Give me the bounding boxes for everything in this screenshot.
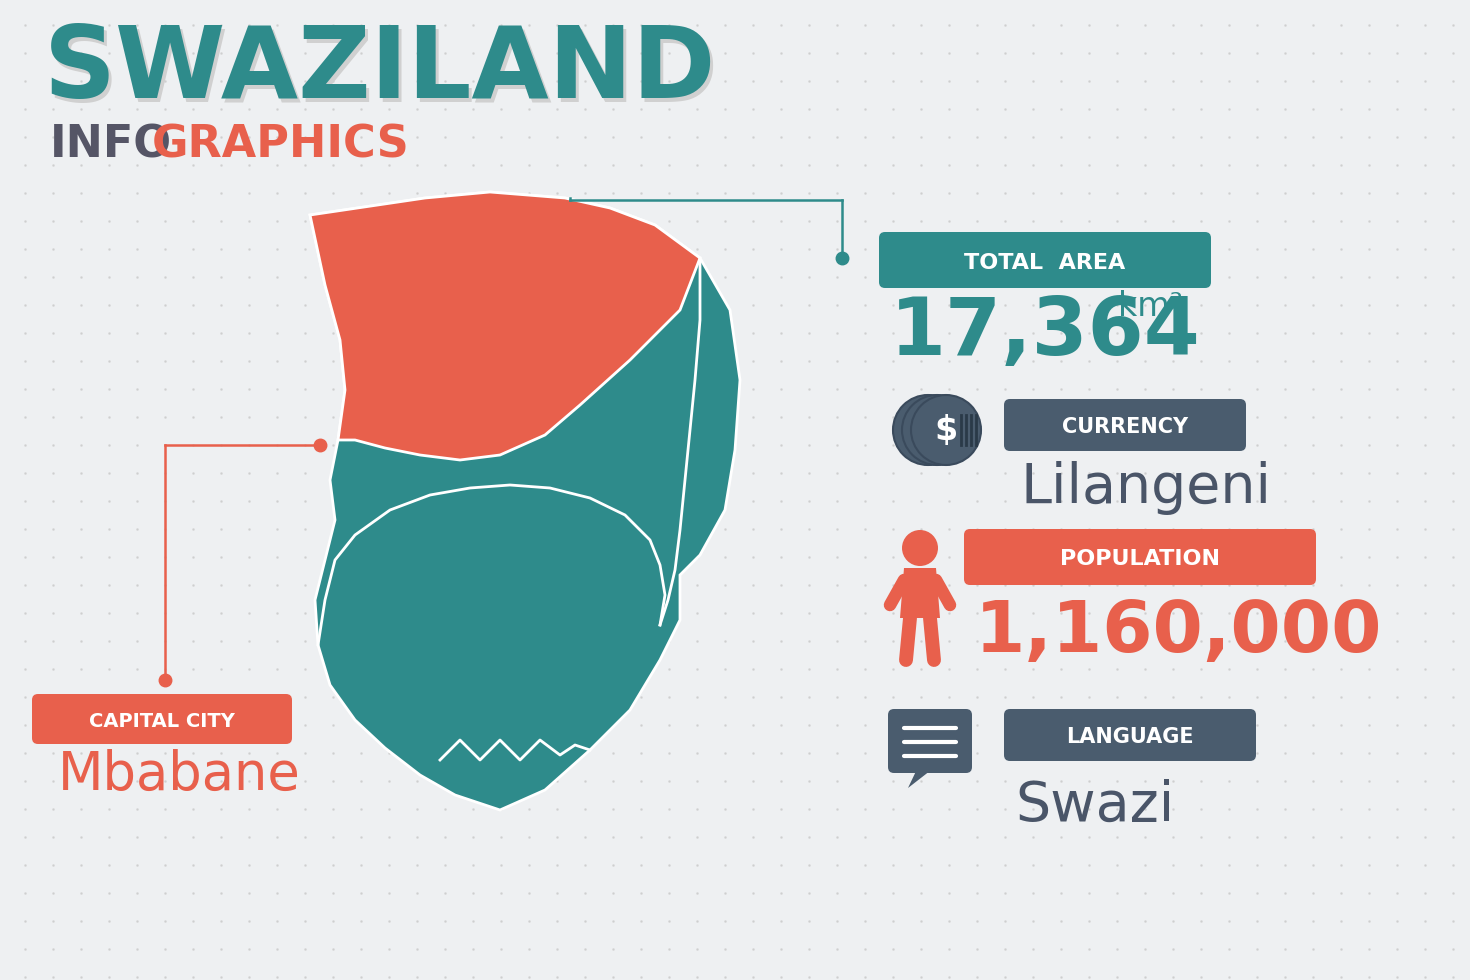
Circle shape (903, 530, 938, 566)
Text: km²: km² (1119, 289, 1183, 322)
Text: INFO: INFO (50, 124, 172, 167)
FancyBboxPatch shape (1004, 399, 1247, 451)
FancyBboxPatch shape (1004, 709, 1255, 761)
Text: Lilangeni: Lilangeni (1020, 461, 1272, 515)
Circle shape (911, 395, 980, 465)
Text: CAPITAL CITY: CAPITAL CITY (90, 711, 235, 730)
Text: 17,364: 17,364 (889, 294, 1201, 372)
Text: TOTAL  AREA: TOTAL AREA (964, 253, 1126, 273)
Text: Swazi: Swazi (1014, 779, 1175, 833)
Text: SWAZILAND: SWAZILAND (47, 26, 719, 123)
FancyBboxPatch shape (32, 694, 293, 744)
Text: SWAZILAND: SWAZILAND (44, 22, 716, 119)
Text: CURRENCY: CURRENCY (1061, 417, 1188, 437)
FancyBboxPatch shape (879, 232, 1211, 288)
Polygon shape (310, 192, 739, 810)
Polygon shape (908, 767, 935, 788)
Text: $: $ (935, 414, 957, 447)
Circle shape (892, 395, 963, 465)
Polygon shape (310, 192, 700, 460)
FancyBboxPatch shape (888, 709, 972, 773)
FancyBboxPatch shape (964, 529, 1316, 585)
Text: POPULATION: POPULATION (1060, 549, 1220, 569)
Text: Mbabane: Mbabane (57, 749, 301, 801)
Text: 1,160,000: 1,160,000 (975, 598, 1382, 666)
Circle shape (903, 395, 972, 465)
Text: LANGUAGE: LANGUAGE (1066, 727, 1194, 747)
Text: GRAPHICS: GRAPHICS (151, 124, 410, 167)
Polygon shape (900, 568, 939, 618)
